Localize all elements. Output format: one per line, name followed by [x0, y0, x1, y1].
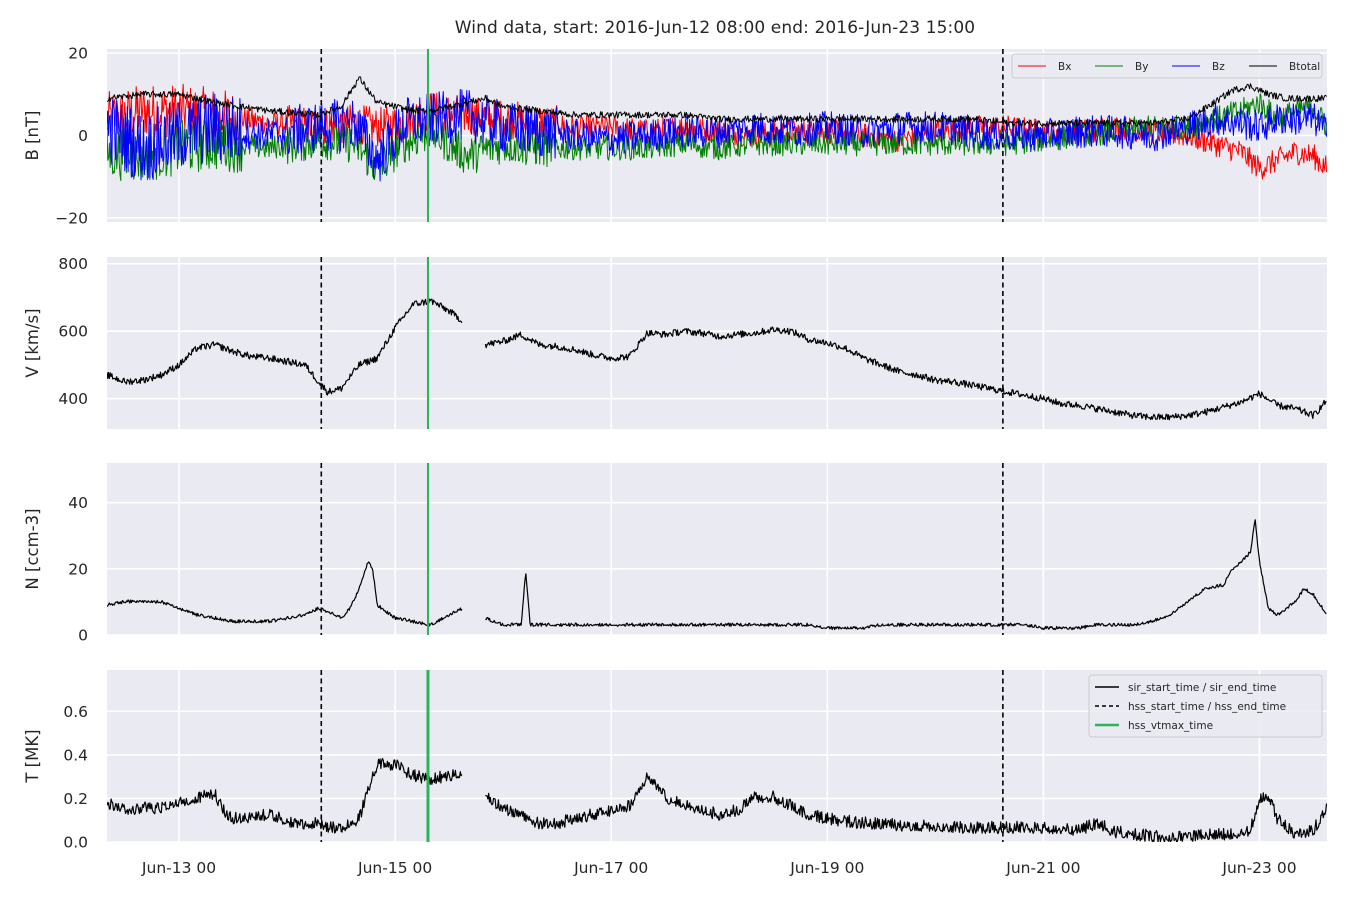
panel-b: −20 0 20 B [nT] Bx By Bz Btotal: [23, 45, 1327, 227]
y-axis-label: V [km/s]: [23, 308, 42, 377]
panel-v: 400 600 800 V [km/s]: [23, 255, 1327, 429]
panel-background: [107, 257, 1327, 429]
legend-box: [1088, 674, 1323, 738]
chart-title: Wind data, start: 2016-Jun-12 08:00 end:…: [454, 18, 976, 38]
y-tick-label: 0.4: [63, 746, 88, 764]
y-tick-label: 40: [68, 494, 88, 512]
y-tick-label: 600: [58, 323, 88, 341]
series-group: [107, 757, 1327, 842]
legend-label: Bx: [1058, 61, 1071, 73]
x-tick-label: Jun-17 00: [573, 859, 648, 877]
x-tick-label: Jun-23 00: [1221, 859, 1296, 877]
panel-n: 0 20 40 N [ccm-3]: [23, 463, 1327, 645]
legend-label: sir_start_time / sir_end_time: [1128, 682, 1276, 694]
series-group: [107, 76, 1327, 182]
y-tick-label: 400: [58, 390, 88, 408]
series-line-n: [107, 519, 1327, 631]
legend-label: By: [1135, 61, 1148, 73]
y-axis-label: N [ccm-3]: [23, 508, 42, 589]
y-tick-label: 20: [68, 560, 88, 578]
legend-label: hss_vtmax_time: [1128, 720, 1213, 732]
x-tick-label: Jun-19 00: [789, 859, 864, 877]
y-tick-label: 800: [58, 255, 88, 273]
series-group: [107, 298, 1327, 421]
y-tick-label: 0.2: [63, 790, 88, 808]
x-tick-label: Jun-21 00: [1005, 859, 1080, 877]
panel-background: [107, 463, 1327, 635]
series-line-v: [107, 298, 1327, 421]
y-tick-label: 0: [78, 627, 88, 645]
y-tick-label: 0.0: [63, 834, 88, 852]
legend-label: hss_start_time / hss_end_time: [1128, 701, 1286, 713]
y-axis-label: B [nT]: [23, 111, 42, 161]
series-line-btotal: [107, 76, 1327, 127]
legend-label: Btotal: [1289, 61, 1320, 73]
legend-label: Bz: [1212, 61, 1225, 73]
x-tick-label: Jun-13 00: [141, 859, 216, 877]
legend-box: [1011, 53, 1323, 79]
y-tick-label: 0: [78, 127, 88, 145]
x-tick-label: Jun-15 00: [357, 859, 432, 877]
y-tick-label: −20: [55, 209, 88, 227]
y-axis-label: T [MK]: [23, 729, 42, 783]
y-tick-label: 0.6: [63, 703, 88, 721]
panel-t: 0.0 0.2 0.4 0.6 T [MK] sir_start_time / sir_e…: [23, 670, 1327, 877]
series-line-t: [107, 757, 1327, 842]
series-group: [107, 519, 1327, 631]
y-tick-label: 20: [68, 45, 88, 63]
